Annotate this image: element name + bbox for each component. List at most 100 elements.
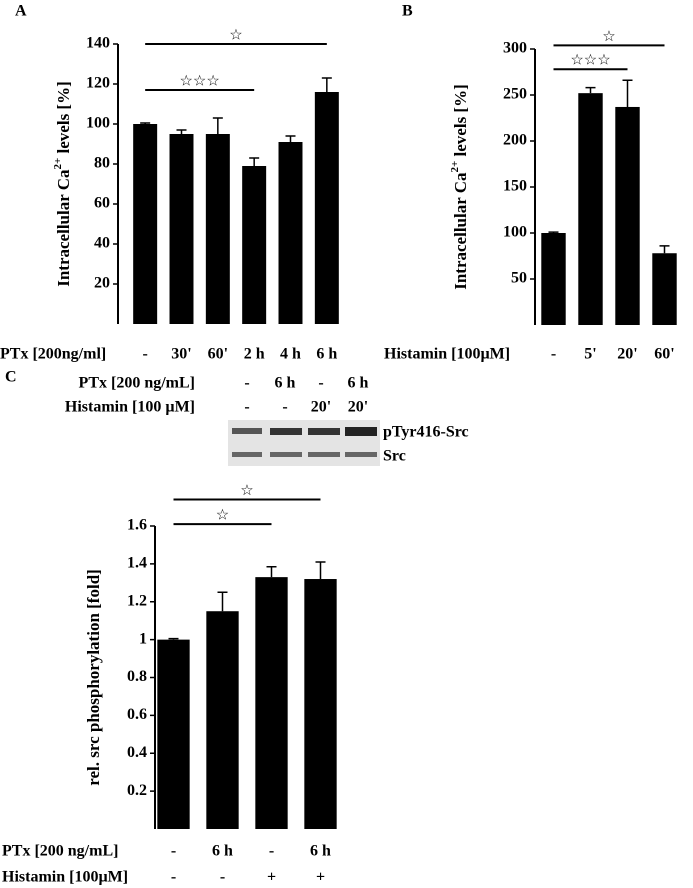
x-axis-label: PTx [200 ng/mL] [2,843,118,860]
bar [255,577,288,829]
x-tick-label: 6 h [212,843,233,860]
y-axis-label-part: levels [%] [54,81,73,157]
bar [615,106,640,326]
bar [541,233,566,325]
y-tick-label: 80 [94,155,110,172]
error-bar [315,561,326,580]
blot-row-label: PTx [200 ng/mL] [79,375,195,392]
blot-lane-label: - [244,375,249,392]
blot-lane-label: 6 h [348,375,369,392]
x-axis-label: Histamin [100µM] [384,346,510,363]
y-tick-label: 200 [503,132,527,149]
error-bar [622,79,633,107]
y-tick-label: 60 [94,195,110,212]
error-bar [548,231,559,233]
y-tick-label: 0.2 [127,782,147,799]
y-axis-label-part: Intracellular Ca [451,172,470,290]
x-tick-label: - [269,843,274,860]
y-tick-label: 0.8 [127,668,147,685]
y-axis-label: Intracellular Ca2+ levels [%] [52,81,73,287]
y-tick-label: 1.2 [127,592,147,609]
x-tick-label: 20' [617,346,637,363]
panel-label: C [5,369,17,386]
y-tick-label: 0.6 [127,706,147,723]
y-axis-label-sup: 2+ [449,161,461,173]
panel-label: A [15,3,27,20]
bar [652,253,677,325]
significance-label: ☆ [602,27,615,45]
x-axis-label: Histamin [100µM] [2,869,128,886]
x-tick-label: 5' [584,346,596,363]
blot-row-label: Histamin [100 µM] [65,399,195,416]
x-tick-label: - [143,346,148,363]
x-tick-label: - [551,346,556,363]
error-bar [249,157,260,166]
x-tick-label: 4 h [280,346,301,363]
y-tick-label: 150 [503,178,527,195]
blot-band-label: pTyr416-Src [383,424,469,441]
y-axis-label-part: Intracellular Ca [54,169,73,287]
x-tick-label: - [171,869,176,886]
y-tick-label: 300 [503,40,527,57]
bar [206,611,239,829]
y-axis-label-sup: 2+ [52,158,64,170]
significance-label: ☆☆☆ [570,51,610,69]
bar [133,124,158,324]
blot-lane-label: - [282,399,287,416]
x-tick-label: 2 h [244,346,265,363]
y-tick-label: 120 [86,75,110,92]
bar [314,92,339,324]
y-axis-label-part: levels [%] [451,84,470,160]
panel-label: B [402,3,413,20]
error-bar [212,117,223,134]
bar [304,579,337,829]
x-tick-label: 6 h [316,346,337,363]
y-tick-label: 100 [86,115,110,132]
error-bar [168,637,179,640]
blot-lane-label: 20' [348,399,368,416]
error-bar [321,77,332,92]
y-tick-label: 1.6 [127,517,147,534]
y-tick-label: 100 [503,224,527,241]
significance-label: ☆ [216,506,229,524]
blot-lane-label: - [244,399,249,416]
x-axis-label: PTx [200ng/ml] [0,346,106,363]
x-tick-label: 60' [654,346,674,363]
error-bar [266,565,277,578]
bar [278,142,303,324]
bar [157,639,190,829]
x-tick-label: 30' [171,346,191,363]
y-axis-label: Intracellular Ca2+ levels [%] [449,84,470,290]
error-bar [585,86,596,94]
x-tick-label: - [171,843,176,860]
error-bar [176,129,187,134]
bar [205,134,230,324]
significance-label: ☆☆☆ [179,72,219,90]
blot-lane-label: 6 h [275,375,296,392]
y-tick-label: 1.4 [127,555,147,572]
blot-band-label: Src [383,448,406,465]
error-bar [140,122,151,124]
x-tick-label: 60' [208,346,228,363]
x-tick-label: - [220,869,225,886]
y-tick-label: 140 [86,35,110,52]
y-tick-label: 1 [139,630,147,647]
significance-label: ☆ [240,481,253,499]
blot-lane-label: 20' [311,399,331,416]
bar [169,134,194,324]
bar [242,166,267,324]
y-axis-label: rel. src phosphorylation [fold] [84,569,103,786]
error-bar [217,591,228,612]
bar [578,93,603,325]
y-tick-label: 0.4 [127,744,147,761]
x-tick-label: + [267,869,276,886]
blot-lane-label: - [318,375,323,392]
y-tick-label: 20 [94,275,110,292]
significance-label: ☆ [229,26,242,44]
y-tick-label: 50 [511,270,527,287]
blot-image [228,420,380,466]
error-bar [285,135,296,142]
error-bar [659,245,670,254]
y-tick-label: 40 [94,235,110,252]
